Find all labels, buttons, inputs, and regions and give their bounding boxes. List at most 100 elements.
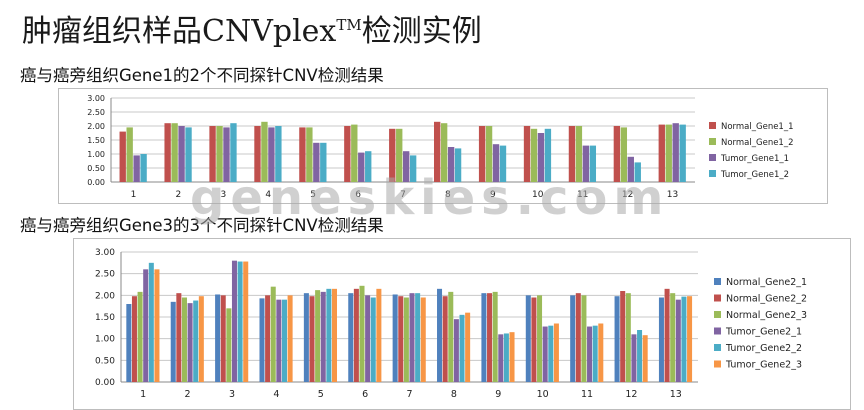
chart2-bar	[403, 297, 409, 382]
chart1-category-label: 3	[220, 190, 226, 200]
chart1-frame: 0.00 0.50 1.00 1.50 2.00 2.50 3.00 1 2 3 4 5 6 7 8 9 10 1…	[58, 88, 828, 204]
chart2-bar	[198, 296, 204, 382]
chart2-subtitle: 癌与癌旁组织Gene3的3个不同探针CNV检测结果	[20, 216, 384, 235]
chart1-bar	[126, 127, 133, 182]
chart2-bar	[415, 293, 421, 382]
chart2-bar	[631, 334, 637, 382]
chart2-bar	[525, 295, 531, 382]
chart1-bar	[530, 128, 538, 182]
chart2-bar	[365, 295, 371, 382]
chart1-bar	[613, 126, 621, 182]
chart2-bar	[575, 293, 581, 382]
chart1-ytick: 0.00	[87, 178, 105, 187]
chart2-category-label: 3	[229, 389, 235, 400]
chart1-category-label: 6	[355, 190, 361, 200]
chart2-bar	[220, 295, 226, 382]
chart2-category-label: 8	[451, 389, 457, 400]
chart1-bar	[620, 127, 628, 182]
chart1-bar	[575, 126, 583, 182]
chart1-bar	[275, 126, 282, 182]
chart2-legend-label: Normal_Gene2_2	[726, 294, 807, 305]
chart1-bar	[582, 145, 590, 182]
chart1-category-label: 5	[310, 190, 316, 200]
chart1-ytick: 2.00	[87, 122, 105, 131]
chart2-bar	[315, 290, 321, 382]
chart2-bar	[154, 269, 160, 382]
chart2-bar	[598, 323, 604, 382]
chart1-bar	[344, 126, 351, 182]
chart1-bar	[389, 128, 396, 182]
chart1-bar	[171, 123, 178, 182]
chart2-category-label: 13	[670, 389, 682, 400]
chart1-bar	[523, 126, 531, 182]
chart2-bar	[187, 303, 193, 382]
chart1-ytick: 3.00	[87, 94, 105, 103]
chart2-bar	[137, 291, 143, 382]
chart2-bar	[670, 293, 676, 382]
chart1-bar	[478, 126, 486, 182]
chart2-legend-label: Tumor_Gene2_3	[725, 360, 802, 371]
chart2-bar	[243, 261, 249, 382]
chart2-bar	[215, 294, 221, 382]
chart2-frame: 0.00 0.50 1.00 1.50 2.00 2.50 3.00 1 2 3 4 5 6 7 8 9 10 1…	[73, 238, 851, 410]
chart2-category-label: 12	[625, 389, 637, 400]
chart2-bar	[625, 293, 631, 382]
chart1-bar	[485, 126, 493, 182]
chart1-category-label: 2	[176, 190, 182, 200]
chart1-bar	[409, 155, 417, 182]
chart1-bar	[140, 154, 147, 182]
chart1-bar	[665, 124, 672, 182]
chart2-bar	[537, 295, 543, 382]
chart1-category-label: 12	[622, 190, 633, 200]
chart2-bar	[459, 314, 465, 382]
chart1-legend-swatch	[709, 170, 716, 177]
chart2-bar	[587, 326, 593, 382]
chart1-bar	[365, 151, 372, 182]
chart1-category-label: 10	[532, 190, 544, 200]
chart2-legend-label: Normal_Gene2_3	[726, 310, 807, 321]
chart2-category-label: 11	[581, 389, 593, 400]
chart2-legend-swatch	[714, 344, 721, 351]
chart2-bar	[170, 301, 176, 382]
chart1-bar	[499, 145, 507, 182]
chart2-bar	[465, 312, 471, 382]
chart2-legend-swatch	[714, 327, 721, 335]
chart2-bar	[553, 323, 559, 382]
chart1-bar	[216, 126, 223, 182]
chart2-bar	[675, 299, 681, 382]
chart2-bar	[664, 288, 670, 382]
page-title: 肿瘤组织样品CNVplexTM检测实例	[22, 6, 482, 50]
chart1-bar	[185, 127, 192, 182]
chart1-bar	[254, 126, 261, 182]
chart1-category-label: 7	[400, 190, 406, 200]
chart1-bar	[537, 133, 545, 182]
chart1-category-label: 9	[490, 190, 496, 200]
chart1-bar	[306, 127, 313, 182]
chart2-bar	[687, 296, 693, 382]
chart2-legend-swatch	[714, 311, 721, 318]
chart2-category-label: 5	[318, 389, 324, 400]
chart2-ytick: 2.50	[95, 270, 115, 280]
chart2-bar	[143, 269, 149, 382]
chart1-ytick: 2.50	[87, 108, 105, 117]
chart1-bar	[396, 128, 403, 182]
chart2-ytick: 2.00	[95, 291, 115, 301]
chart2-bar	[353, 288, 359, 382]
chart2-bar	[193, 300, 199, 382]
chart2-ytick: 0.50	[95, 356, 115, 366]
chart1-bar	[544, 128, 552, 182]
chart1-bar	[230, 123, 237, 182]
chart2-category-label: 7	[406, 389, 412, 400]
chart2-bar	[331, 288, 337, 382]
chart1-legend-swatch	[709, 154, 716, 161]
chart1-bar	[672, 123, 679, 182]
chart2-bar	[487, 293, 493, 382]
chart2-bar	[181, 297, 187, 382]
chart2-bar	[531, 297, 537, 382]
chart1-bar	[133, 155, 140, 182]
chart2-ytick: 1.00	[95, 335, 115, 345]
chart2-bar	[681, 296, 687, 382]
chart2-bar	[453, 319, 459, 382]
chart1-bar	[119, 131, 126, 182]
chart2-bar	[176, 293, 182, 382]
